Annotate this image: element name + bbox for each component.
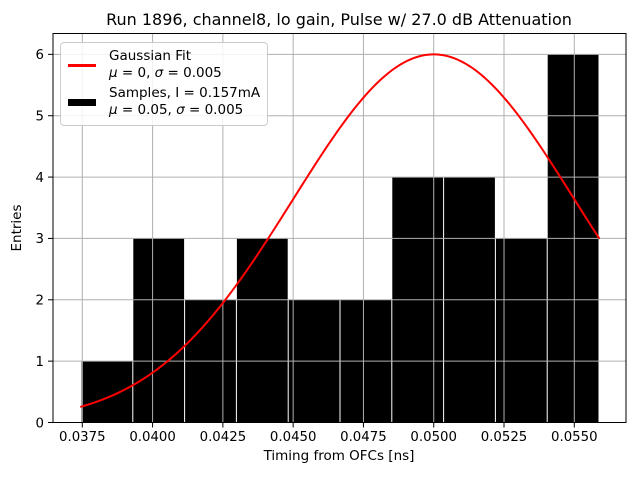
y-tick-label: 4 xyxy=(36,171,44,186)
y-tick-label: 2 xyxy=(36,294,44,309)
y-tick-labels: 0 1 2 3 4 5 6 xyxy=(36,48,44,431)
legend-label: Gaussian Fit xyxy=(109,48,192,64)
y-tick-label: 5 xyxy=(36,110,44,125)
y-axis-label: Entries xyxy=(9,204,25,251)
legend-entry-samples: Samples, I = 0.157mA μ = 0.05, σ = 0.005 xyxy=(67,85,261,119)
plot-border xyxy=(52,33,627,423)
legend-sublabel: μ = 0.05, σ = 0.005 xyxy=(109,102,244,118)
legend-entry-gaussian-fit: Gaussian Fit μ = 0, σ = 0.005 xyxy=(67,48,261,82)
x-tick-label: 0.0400 xyxy=(129,430,176,445)
x-tick-labels: 0.0375 0.0400 0.0425 0.0450 0.0475 0.0500 0.05… xyxy=(59,430,598,445)
chart-title: Run 1896, channel8, lo gain, Pulse w/ 27… xyxy=(106,10,572,29)
x-tick-label: 0.0525 xyxy=(481,430,528,445)
histogram-bar xyxy=(133,238,185,423)
y-tick-label: 6 xyxy=(36,48,44,63)
x-tick-label: 0.0375 xyxy=(59,430,106,445)
legend-line-swatch xyxy=(68,63,96,67)
legend: Gaussian Fit μ = 0, σ = 0.005 Samples, I… xyxy=(60,42,268,126)
legend-label: Samples, I = 0.157mA xyxy=(109,85,261,101)
histogram-bar xyxy=(81,361,133,423)
x-tick-label: 0.0475 xyxy=(340,430,387,445)
y-tick-label: 3 xyxy=(36,232,44,247)
x-tick-label: 0.0450 xyxy=(270,430,317,445)
legend-sublabel: μ = 0, σ = 0.005 xyxy=(109,65,222,81)
x-tick-label: 0.0550 xyxy=(551,430,598,445)
gaussian-fit-curve xyxy=(80,53,601,408)
axis-ticks xyxy=(48,53,575,428)
x-tick-label: 0.0500 xyxy=(410,430,457,445)
x-axis-label: Timing from OFCs [ns] xyxy=(263,448,415,464)
y-tick-label: 1 xyxy=(36,355,44,370)
legend-patch-swatch xyxy=(68,98,96,106)
x-tick-label: 0.0425 xyxy=(200,430,247,445)
y-tick-label: 0 xyxy=(36,416,44,431)
histogram-bar xyxy=(236,238,288,423)
